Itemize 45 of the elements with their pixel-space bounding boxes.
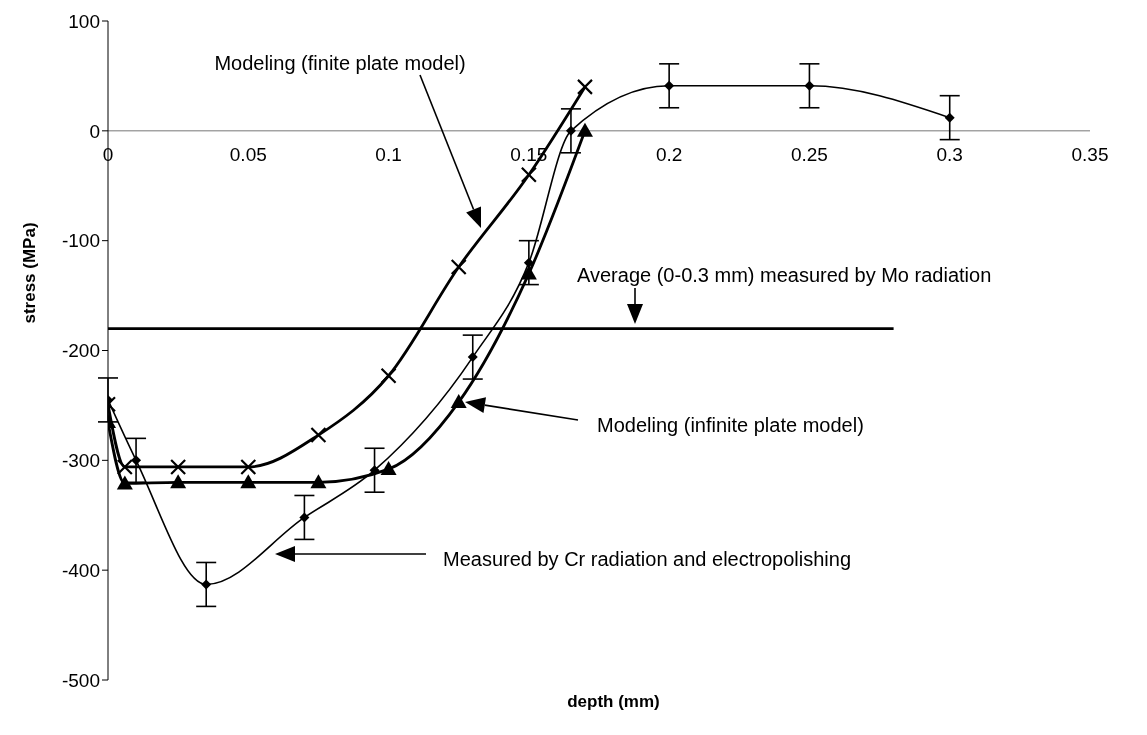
y-axis-title: stress (MPa) bbox=[20, 222, 40, 324]
point bbox=[467, 352, 478, 363]
y-tick-label: -500 bbox=[61, 669, 100, 691]
point bbox=[310, 474, 327, 489]
y-tick-label: -200 bbox=[61, 340, 100, 362]
point bbox=[170, 458, 187, 476]
point bbox=[450, 394, 467, 409]
x-tick-label: 0.25 bbox=[790, 143, 828, 165]
annotation: Measured by Cr radiation and electropolishing bbox=[443, 548, 852, 570]
x-tick-label: 0.2 bbox=[655, 143, 683, 165]
point bbox=[664, 80, 675, 91]
point bbox=[944, 112, 955, 123]
x-axis-title: depth (mm) bbox=[566, 692, 661, 712]
point bbox=[240, 458, 257, 476]
y-tick-label: -400 bbox=[61, 559, 100, 581]
annotation: Average (0-0.3 mm) measured by Mo radiation bbox=[577, 264, 992, 286]
x-tick-label: 0.05 bbox=[229, 143, 267, 165]
y-tick-label: 0 bbox=[89, 120, 100, 142]
point bbox=[804, 80, 815, 91]
point bbox=[450, 258, 467, 276]
point bbox=[520, 166, 537, 183]
point bbox=[520, 265, 537, 280]
point bbox=[116, 475, 133, 490]
point bbox=[240, 474, 257, 489]
point bbox=[576, 122, 593, 137]
point bbox=[380, 367, 397, 384]
point bbox=[576, 78, 594, 95]
x-tick-label: 0 bbox=[102, 143, 114, 165]
point bbox=[131, 455, 142, 466]
point bbox=[565, 125, 576, 136]
y-tick-label: -100 bbox=[61, 230, 100, 252]
point bbox=[170, 474, 187, 489]
y-tick-label: -300 bbox=[61, 450, 100, 472]
point bbox=[523, 257, 534, 268]
point bbox=[116, 458, 133, 476]
y-tick-label: 100 bbox=[68, 10, 100, 32]
point bbox=[299, 512, 310, 523]
x-tick-label: 0.1 bbox=[375, 143, 402, 165]
annotation: Modeling (infinite plate model) bbox=[597, 414, 864, 436]
point bbox=[310, 426, 327, 444]
annotation: Modeling (finite plate model) bbox=[214, 52, 466, 74]
point bbox=[201, 579, 212, 590]
x-tick-label: 0.35 bbox=[1071, 143, 1109, 165]
point bbox=[380, 461, 397, 476]
x-tick-label: 0.3 bbox=[936, 143, 963, 165]
